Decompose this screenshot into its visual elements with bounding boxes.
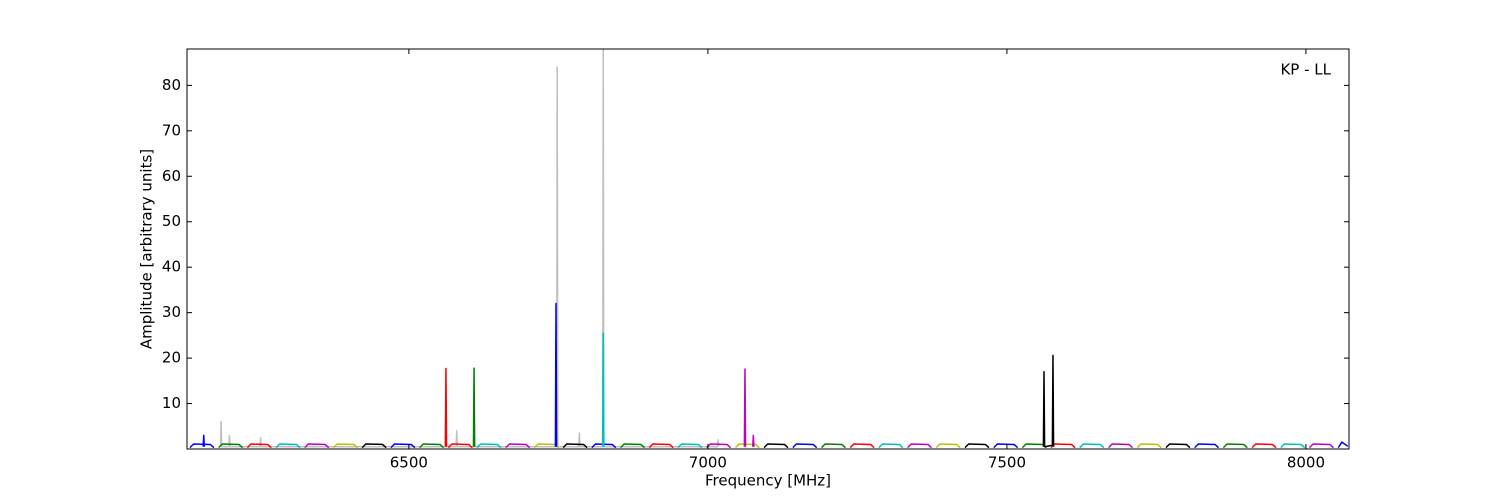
- y-tick-label: 60: [162, 167, 181, 185]
- y-tick-label: 30: [162, 303, 181, 321]
- axes-frame: [186, 48, 1350, 450]
- y-tick-label: 80: [162, 76, 181, 94]
- y-tick-label: 10: [162, 394, 181, 412]
- series-line: [472, 367, 476, 447]
- series-line: [219, 49, 720, 448]
- y-tick-label: 20: [162, 349, 181, 367]
- x-axis-label: Frequency [MHz]: [705, 472, 831, 490]
- series-line: [246, 443, 1277, 449]
- annotation: KP - LL: [1280, 61, 1331, 79]
- x-tick-label: 6500: [390, 454, 428, 472]
- y-axis-label: Amplitude [arbitrary units]: [138, 149, 156, 349]
- y-tick-label: 50: [162, 212, 181, 230]
- y-tick-label: 40: [162, 258, 181, 276]
- series-line: [601, 332, 605, 447]
- x-tick-label: 7500: [988, 454, 1026, 472]
- series-line: [202, 302, 558, 447]
- x-tick-label: 7000: [689, 454, 727, 472]
- series-line: [444, 367, 448, 447]
- series-line: [332, 443, 1162, 449]
- x-tick-label: 8000: [1287, 454, 1325, 472]
- series-line: [304, 443, 1334, 449]
- series-line: [218, 443, 1248, 449]
- series-line: [743, 368, 755, 447]
- series-line: [361, 443, 1191, 449]
- plot-area: [189, 49, 1349, 449]
- y-tick-label: 70: [162, 121, 181, 139]
- series-line: [1042, 354, 1055, 448]
- series-line: [275, 443, 1306, 449]
